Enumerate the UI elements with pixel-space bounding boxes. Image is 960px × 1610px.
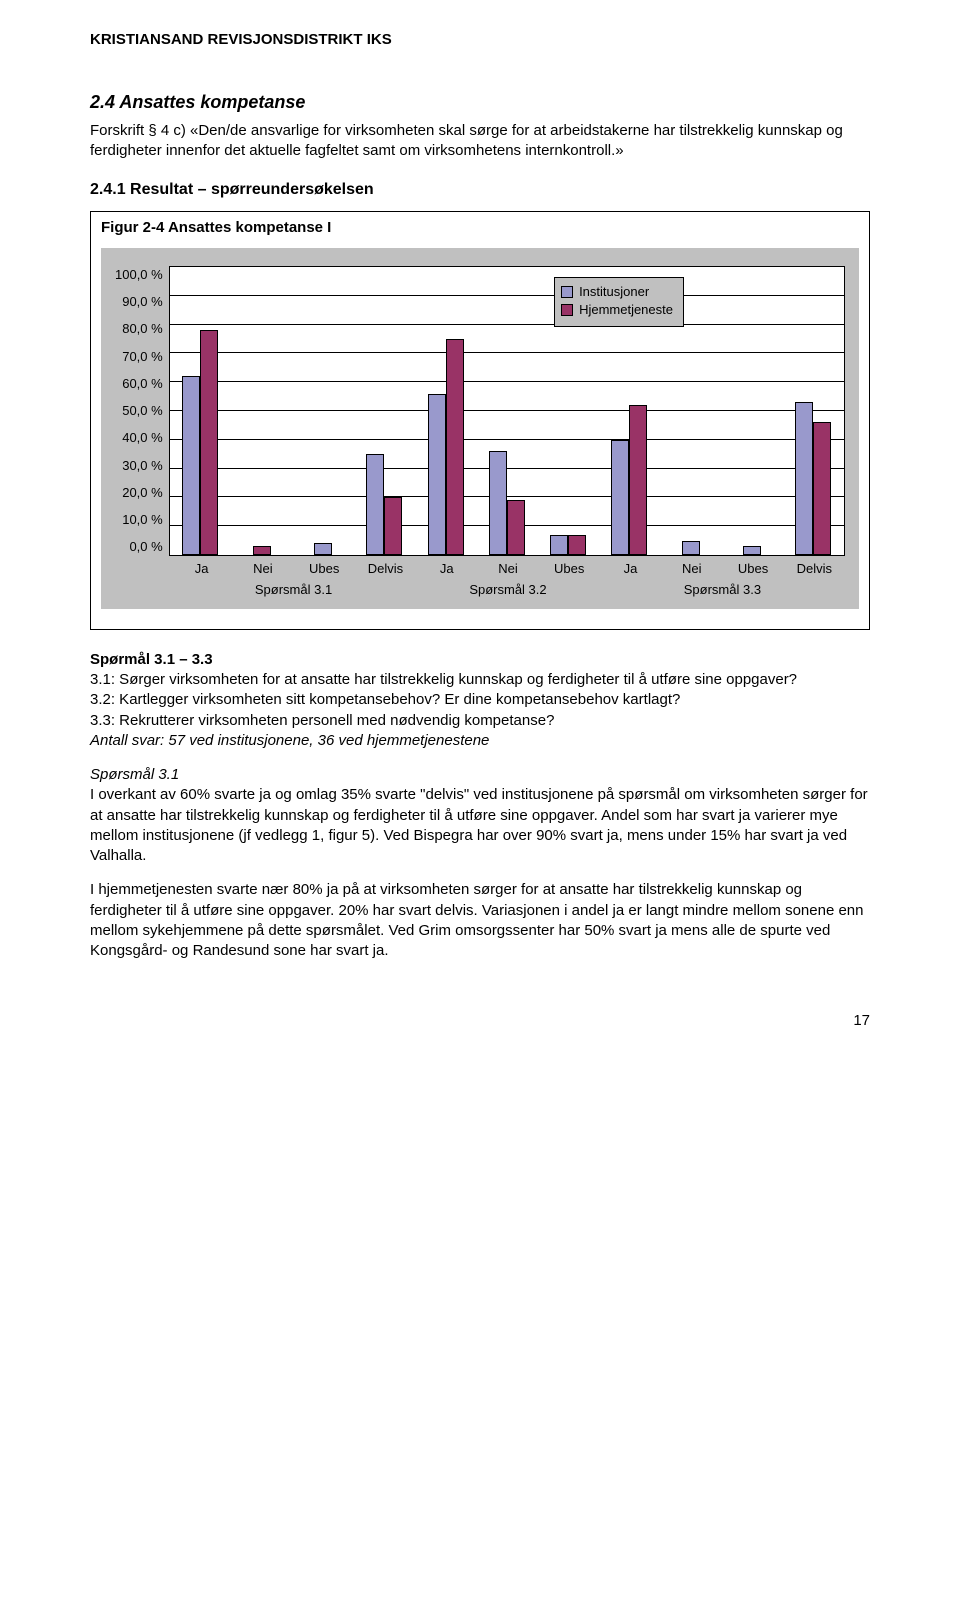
answer-count: Antall svar: 57 ved institusjonene, 36 v… <box>90 732 489 749</box>
bar <box>743 546 761 555</box>
chart-legend: InstitusjonerHjemmetjeneste <box>554 277 684 327</box>
y-tick-label: 50,0 % <box>122 402 162 420</box>
subsection-heading: 2.4.1 Resultat – spørreundersøkelsen <box>90 179 870 201</box>
x-tick-label: Ja <box>416 560 477 578</box>
bar <box>366 454 384 555</box>
bar <box>629 405 647 555</box>
bar-group <box>292 267 353 555</box>
figure-frame: Figur 2-4 Ansattes kompetanse I 100,0 % 9… <box>90 211 870 630</box>
legend-swatch <box>561 286 573 298</box>
y-tick-label: 20,0 % <box>122 484 162 502</box>
chart-plot-area: InstitusjonerHjemmetjeneste <box>169 266 845 556</box>
x-group-label: Spørsmål 3.3 <box>600 581 845 599</box>
legend-item: Institusjoner <box>561 283 673 301</box>
bar <box>568 535 586 555</box>
bar <box>253 546 271 555</box>
legend-item: Hjemmetjeneste <box>561 301 673 319</box>
question-3-1: 3.1: Sørger virksomheten for at ansatte … <box>90 670 870 690</box>
bar <box>682 541 700 555</box>
x-tick-label: Ubes <box>539 560 600 578</box>
y-tick-label: 60,0 % <box>122 375 162 393</box>
y-tick-label: 10,0 % <box>122 511 162 529</box>
bar <box>795 402 813 555</box>
y-tick-label: 30,0 % <box>122 457 162 475</box>
bar <box>200 330 218 555</box>
x-group-label: Spørsmål 3.1 <box>171 581 416 599</box>
bar <box>384 497 402 555</box>
chart: 100,0 % 90,0 % 80,0 % 70,0 % 60,0 % 50,0 % 40,… <box>101 248 859 609</box>
x-tick-label: Delvis <box>784 560 845 578</box>
x-tick-label: Ubes <box>722 560 783 578</box>
sporsmal-3-1-head: Spørsmål 3.1 <box>90 766 179 783</box>
bar <box>428 394 446 555</box>
bar-group <box>476 267 537 555</box>
chart-x-axis-categories: JaNeiUbesDelvisJaNeiUbesJaNeiUbesDelvis <box>171 560 845 578</box>
legend-swatch <box>561 304 573 316</box>
x-tick-label: Delvis <box>355 560 416 578</box>
bar-group <box>231 267 292 555</box>
legend-label: Institusjoner <box>579 283 649 301</box>
paragraph-1: I overkant av 60% svarte ja og omlag 35%… <box>90 786 868 864</box>
bar <box>550 535 568 555</box>
bar <box>182 376 200 555</box>
y-tick-label: 0,0 % <box>129 538 162 556</box>
figure-title: Figur 2-4 Ansattes kompetanse I <box>101 218 859 238</box>
bar <box>489 451 507 555</box>
bar-group <box>721 267 782 555</box>
y-tick-label: 80,0 % <box>122 320 162 338</box>
forskrift-text: Forskrift § 4 c) «Den/de ansvarlige for … <box>90 121 870 162</box>
paragraph-2: I hjemmetjenesten svarte nær 80% ja på a… <box>90 880 870 961</box>
x-tick-label: Nei <box>477 560 538 578</box>
legend-label: Hjemmetjeneste <box>579 301 673 319</box>
x-tick-label: Nei <box>661 560 722 578</box>
chart-x-axis-groups: Spørsmål 3.1Spørsmål 3.2Spørsmål 3.3 <box>171 581 845 599</box>
questions-heading: Spørmål 3.1 – 3.3 <box>90 651 213 668</box>
y-tick-label: 100,0 % <box>115 266 163 284</box>
bar-group <box>415 267 476 555</box>
bar <box>314 543 332 555</box>
bar-group <box>783 267 844 555</box>
x-tick-label: Nei <box>232 560 293 578</box>
bar <box>446 339 464 555</box>
section-heading: 2.4 Ansattes kompetanse <box>90 90 870 114</box>
x-tick-label: Ja <box>600 560 661 578</box>
bar <box>611 440 629 555</box>
question-3-2: 3.2: Kartlegger virksomheten sitt kompet… <box>90 690 870 710</box>
question-3-3: 3.3: Rekrutterer virksomheten personell … <box>90 712 554 729</box>
y-tick-label: 70,0 % <box>122 348 162 366</box>
y-tick-label: 40,0 % <box>122 429 162 447</box>
chart-y-axis: 100,0 % 90,0 % 80,0 % 70,0 % 60,0 % 50,0 % 40,… <box>115 266 169 556</box>
page-number: 17 <box>90 1011 870 1031</box>
x-tick-label: Ubes <box>294 560 355 578</box>
x-group-label: Spørsmål 3.2 <box>416 581 600 599</box>
bar-group <box>354 267 415 555</box>
bar <box>813 422 831 554</box>
bar <box>507 500 525 555</box>
document-header: KRISTIANSAND REVISJONSDISTRIKT IKS <box>90 30 870 50</box>
x-tick-label: Ja <box>171 560 232 578</box>
bar-group <box>170 267 231 555</box>
y-tick-label: 90,0 % <box>122 293 162 311</box>
